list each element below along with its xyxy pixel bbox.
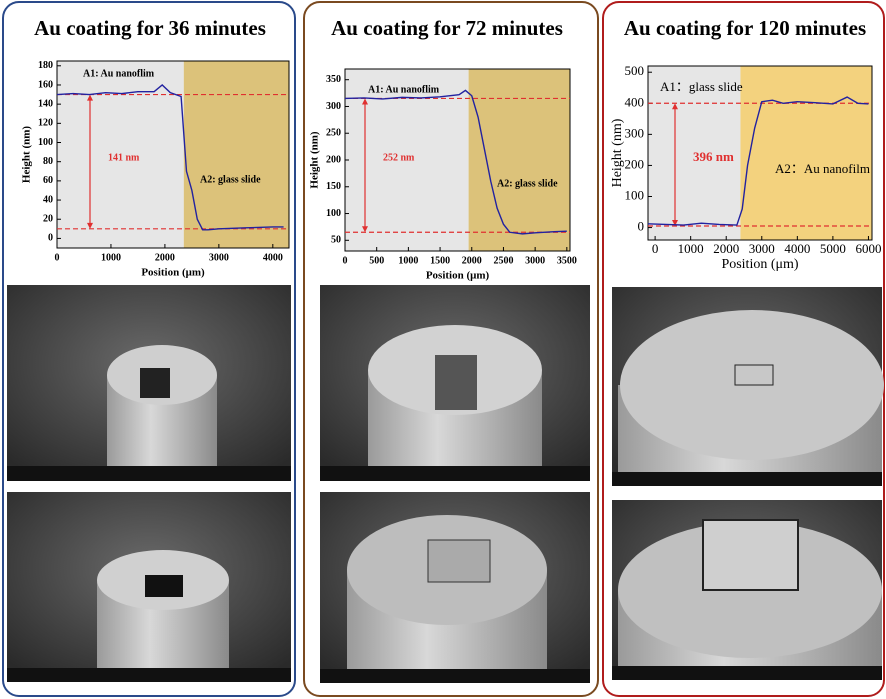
x-tick-label: 2000 bbox=[155, 252, 175, 263]
region bbox=[740, 66, 872, 240]
y-tick-label: 200 bbox=[326, 154, 341, 165]
y-tick-label: 0 bbox=[48, 233, 53, 244]
x-tick-label: 4000 bbox=[263, 252, 283, 263]
y-tick-label: 120 bbox=[38, 118, 53, 129]
region-label: A1: Au nanoflim bbox=[83, 68, 155, 79]
x-axis-label: Position (μm) bbox=[141, 267, 205, 279]
sem-image bbox=[612, 500, 882, 680]
x-tick-label: 0 bbox=[652, 241, 659, 256]
y-tick-label: 80 bbox=[43, 156, 53, 167]
chart-title: Au coating for 72 minutes bbox=[331, 16, 563, 40]
x-tick-label: 2500 bbox=[493, 255, 513, 266]
y-axis-label: Height (nm) bbox=[610, 118, 625, 187]
y-tick-label: 200 bbox=[625, 156, 645, 171]
y-tick-label: 300 bbox=[625, 125, 645, 140]
measurement-label: 396 nm bbox=[693, 149, 734, 164]
region bbox=[184, 61, 289, 248]
chart-title: Au coating for 120 minutes bbox=[624, 16, 866, 40]
x-tick-label: 1000 bbox=[398, 255, 418, 266]
measurement-label: 141 nm bbox=[108, 152, 140, 163]
y-tick-label: 100 bbox=[38, 137, 53, 148]
x-axis-label: Position (μm) bbox=[426, 270, 490, 282]
y-tick-label: 20 bbox=[43, 214, 53, 225]
y-tick-label: 150 bbox=[326, 181, 341, 192]
figure: Au coating for 36 minutes 0 20 40 60 80 100 120… bbox=[0, 0, 886, 699]
y-axis-label: Height (nm) bbox=[21, 126, 33, 183]
region-label: A2: glass slide bbox=[497, 178, 558, 189]
y-tick-label: 50 bbox=[331, 235, 341, 246]
y-tick-label: 250 bbox=[326, 128, 341, 139]
y-tick-label: 350 bbox=[326, 74, 341, 85]
x-tick-label: 3000 bbox=[209, 252, 229, 263]
y-tick-label: 60 bbox=[43, 175, 53, 186]
y-tick-label: 100 bbox=[326, 208, 341, 219]
y-tick-label: 160 bbox=[38, 79, 53, 90]
x-tick-label: 1500 bbox=[430, 255, 450, 266]
y-tick-label: 500 bbox=[625, 63, 645, 78]
region-label: A1：glass slide bbox=[660, 79, 743, 94]
sem-image bbox=[7, 492, 291, 682]
region-label: A2：Au nanofilm bbox=[775, 161, 870, 176]
x-tick-label: 6000 bbox=[855, 241, 881, 256]
x-axis-label: Position (μm) bbox=[721, 257, 798, 272]
y-tick-label: 100 bbox=[625, 187, 645, 202]
y-tick-label: 180 bbox=[38, 60, 53, 71]
x-tick-label: 3000 bbox=[525, 255, 545, 266]
chart: Au coating for 120 minutes 0 100 200 300 400 5… bbox=[610, 16, 881, 272]
x-tick-label: 500 bbox=[369, 255, 384, 266]
region-label: A2: glass slide bbox=[200, 174, 261, 185]
measurement-label: 252 nm bbox=[383, 152, 415, 163]
y-tick-label: 140 bbox=[38, 98, 53, 109]
y-tick-label: 300 bbox=[326, 101, 341, 112]
region-label: A1: Au nanoflim bbox=[368, 84, 440, 95]
y-axis-label: Height (nm) bbox=[309, 131, 321, 188]
x-tick-label: 2000 bbox=[713, 241, 739, 256]
x-tick-label: 1000 bbox=[101, 252, 121, 263]
sem-image bbox=[7, 285, 291, 481]
x-tick-label: 0 bbox=[55, 252, 60, 263]
sem-image bbox=[612, 287, 884, 486]
chart: Au coating for 36 minutes 0 20 40 60 80 100 120… bbox=[21, 16, 289, 279]
sem-image bbox=[320, 492, 590, 683]
x-tick-label: 3000 bbox=[749, 241, 775, 256]
y-tick-label: 400 bbox=[625, 94, 645, 109]
x-tick-label: 0 bbox=[343, 255, 348, 266]
sem-images bbox=[7, 285, 884, 683]
y-tick-label: 0 bbox=[638, 219, 645, 234]
x-tick-label: 2000 bbox=[462, 255, 482, 266]
region bbox=[469, 69, 570, 251]
chart-title: Au coating for 36 minutes bbox=[34, 16, 266, 40]
x-tick-label: 4000 bbox=[784, 241, 810, 256]
chart: Au coating for 72 minutes 50 100 150 200 250 3… bbox=[309, 16, 577, 282]
x-tick-label: 5000 bbox=[820, 241, 846, 256]
x-tick-label: 1000 bbox=[678, 241, 704, 256]
sem-image bbox=[320, 285, 590, 481]
x-tick-label: 3500 bbox=[557, 255, 577, 266]
y-tick-label: 40 bbox=[43, 194, 53, 205]
